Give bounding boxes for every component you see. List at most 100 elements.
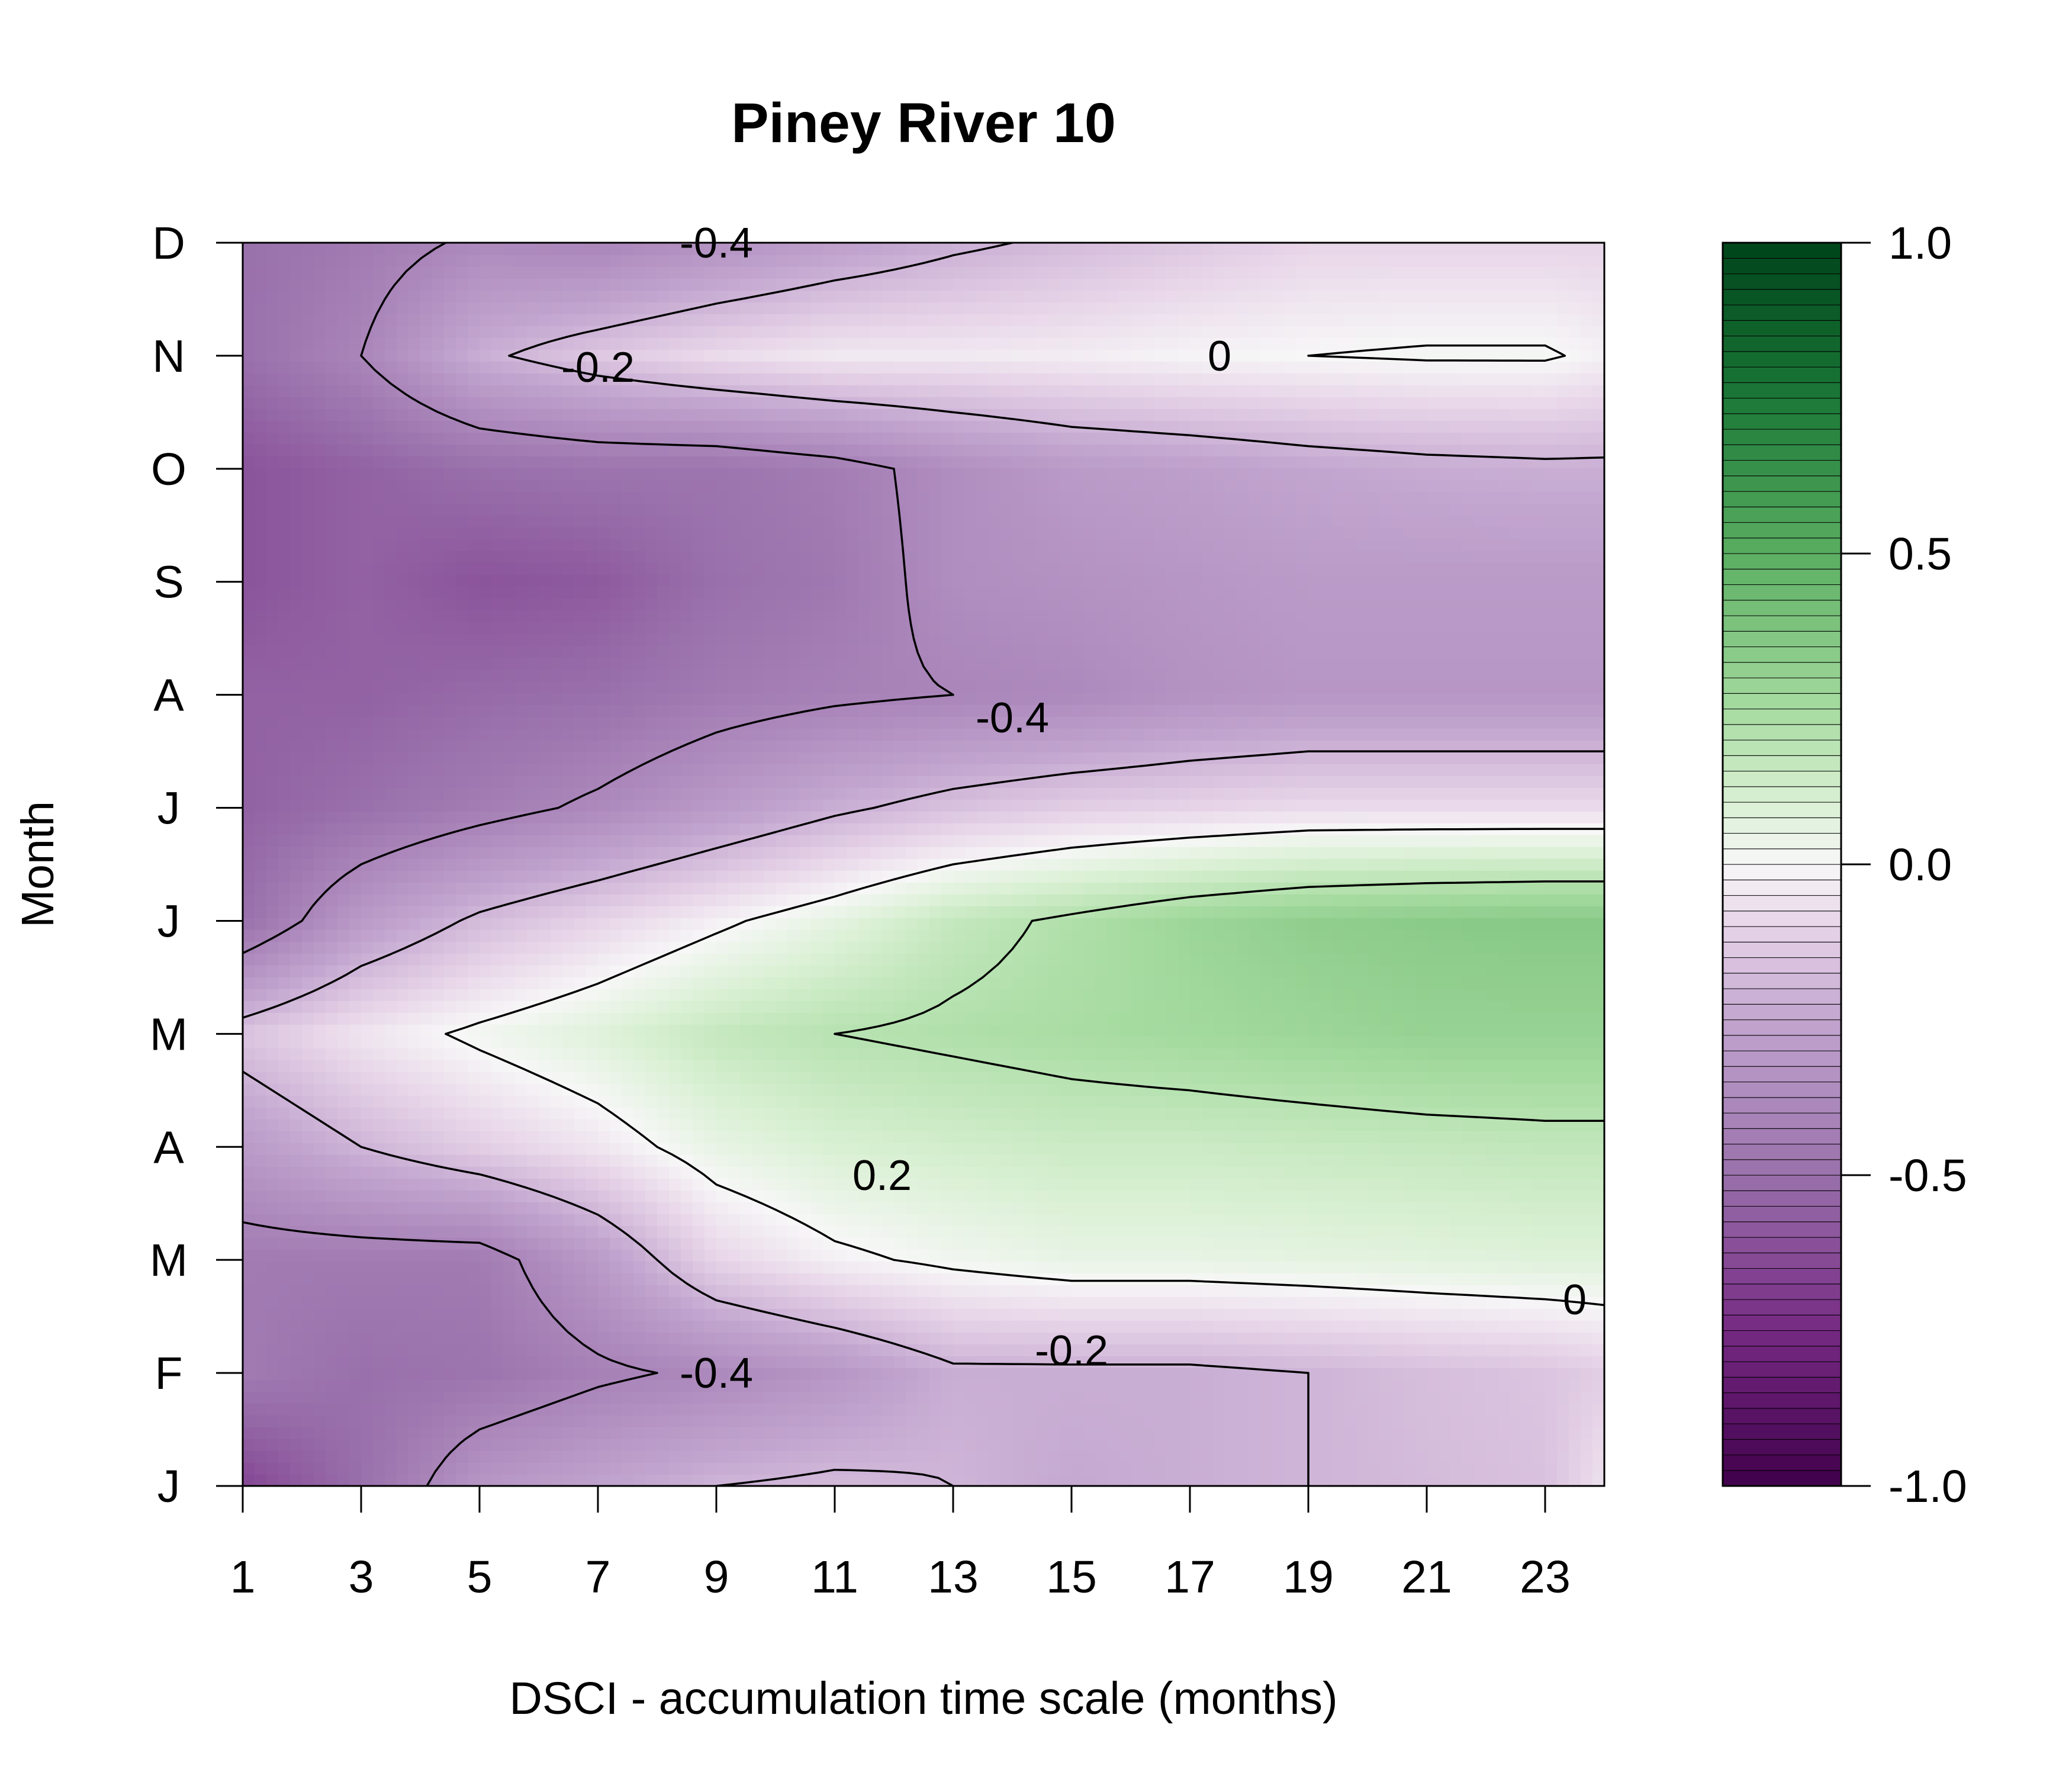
heatmap-cell (657, 1178, 670, 1191)
heatmap-cell (1498, 1320, 1510, 1333)
heatmap-cell (586, 1261, 599, 1273)
heatmap-cell (1095, 1249, 1108, 1262)
heatmap-cell (349, 1178, 362, 1191)
heatmap-cell (1592, 1166, 1604, 1179)
heatmap-cell (1178, 1379, 1191, 1392)
heatmap-cell (1474, 1131, 1487, 1143)
heatmap-cell (1462, 1308, 1475, 1321)
heatmap-cell (420, 1143, 433, 1155)
heatmap-cell (527, 1024, 539, 1037)
heatmap-cell (1237, 989, 1250, 1001)
heatmap-cell (539, 989, 551, 1001)
heatmap-cell (1036, 1095, 1048, 1108)
heatmap-cell (1344, 1415, 1356, 1427)
heatmap-cell (503, 1036, 516, 1048)
heatmap-cell (349, 1072, 362, 1084)
heatmap-cell (1154, 1285, 1167, 1297)
heatmap-cell (787, 1095, 800, 1108)
heatmap-cell (1036, 1060, 1048, 1072)
heatmap-cell (302, 1427, 314, 1439)
heatmap-cell (835, 1273, 847, 1285)
heatmap-cell (326, 1012, 338, 1025)
heatmap-cell (1533, 1249, 1546, 1262)
heatmap-cell (574, 1095, 587, 1108)
heatmap-cell (870, 1320, 883, 1333)
heatmap-cell (622, 1320, 634, 1333)
heatmap-cell (1190, 1107, 1202, 1119)
heatmap-cell (408, 1095, 421, 1108)
heatmap-cell (1214, 1001, 1226, 1013)
heatmap-cell (456, 1154, 468, 1167)
heatmap-cell (1521, 1439, 1534, 1451)
heatmap-cell (574, 1060, 587, 1072)
heatmap-cell (290, 1415, 303, 1427)
heatmap-cell (432, 1001, 445, 1013)
heatmap-cell (693, 1225, 705, 1238)
heatmap-cell (574, 1001, 587, 1013)
heatmap-cell (1462, 1368, 1475, 1380)
heatmap-cell (622, 989, 634, 1001)
heatmap-cell (1095, 1143, 1108, 1155)
heatmap-cell (989, 1368, 1001, 1380)
heatmap-cell (882, 1285, 895, 1297)
heatmap-cell (314, 1001, 326, 1013)
heatmap-cell (1178, 1178, 1191, 1191)
heatmap-cell (906, 1083, 918, 1096)
heatmap-cell (515, 965, 527, 977)
heatmap-cell (989, 977, 1001, 989)
heatmap-cell (361, 1344, 374, 1356)
heatmap-cell (551, 1474, 563, 1486)
heatmap-cell (610, 1415, 622, 1427)
heatmap-cell (1557, 1379, 1569, 1392)
heatmap-cell (823, 1249, 835, 1262)
heatmap-cell (1439, 1379, 1451, 1392)
heatmap-cell (645, 1178, 658, 1191)
heatmap-cell (929, 1178, 942, 1191)
heatmap-cell (349, 1237, 362, 1250)
heatmap-cell (1498, 1391, 1510, 1404)
heatmap-cell (1237, 1214, 1250, 1226)
heatmap-cell (858, 1356, 871, 1368)
heatmap-cell (515, 1462, 527, 1475)
heatmap-cell (740, 1060, 752, 1072)
heatmap-cell (1391, 1462, 1404, 1475)
heatmap-cell (1521, 1415, 1534, 1427)
heatmap-cell (1344, 1072, 1356, 1084)
heatmap-cell (965, 1202, 977, 1214)
heatmap-cell (929, 1439, 942, 1451)
heatmap-cell (989, 1308, 1001, 1321)
heatmap-cell (1119, 1225, 1131, 1238)
heatmap-cell (894, 1225, 906, 1238)
heatmap-cell (551, 977, 563, 989)
heatmap-cell (1308, 1048, 1321, 1060)
heatmap-cell (1581, 1439, 1593, 1451)
heatmap-cell (1249, 1450, 1262, 1463)
heatmap-cell (373, 1474, 385, 1486)
heatmap-cell (1048, 1119, 1060, 1131)
heatmap-cell (1308, 1072, 1321, 1084)
heatmap-cell (1131, 1001, 1143, 1013)
heatmap-cell (1545, 1190, 1558, 1202)
heatmap-cell (1581, 1356, 1593, 1368)
heatmap-cell (1403, 1450, 1415, 1463)
heatmap-cell (527, 1178, 539, 1191)
heatmap-cell (373, 1178, 385, 1191)
heatmap-cell (1450, 1060, 1463, 1072)
heatmap-cell (847, 1439, 859, 1451)
heatmap-cell (456, 1427, 468, 1439)
heatmap-cell (1261, 1131, 1273, 1143)
heatmap-cell (1344, 1060, 1356, 1072)
heatmap-cell (1190, 1001, 1202, 1013)
heatmap-cell (314, 1178, 326, 1191)
heatmap-cell (432, 1083, 445, 1096)
heatmap-cell (1332, 1450, 1344, 1463)
heatmap-cell (385, 1036, 397, 1048)
heatmap-cell (1202, 1379, 1214, 1392)
heatmap-cell (882, 1131, 895, 1143)
heatmap-cell (598, 1391, 610, 1404)
heatmap-cell (870, 1427, 883, 1439)
heatmap-cell (764, 1427, 776, 1439)
heatmap-cell (1557, 1403, 1569, 1416)
heatmap-cell (894, 1285, 906, 1297)
heatmap-cell (870, 1048, 883, 1060)
